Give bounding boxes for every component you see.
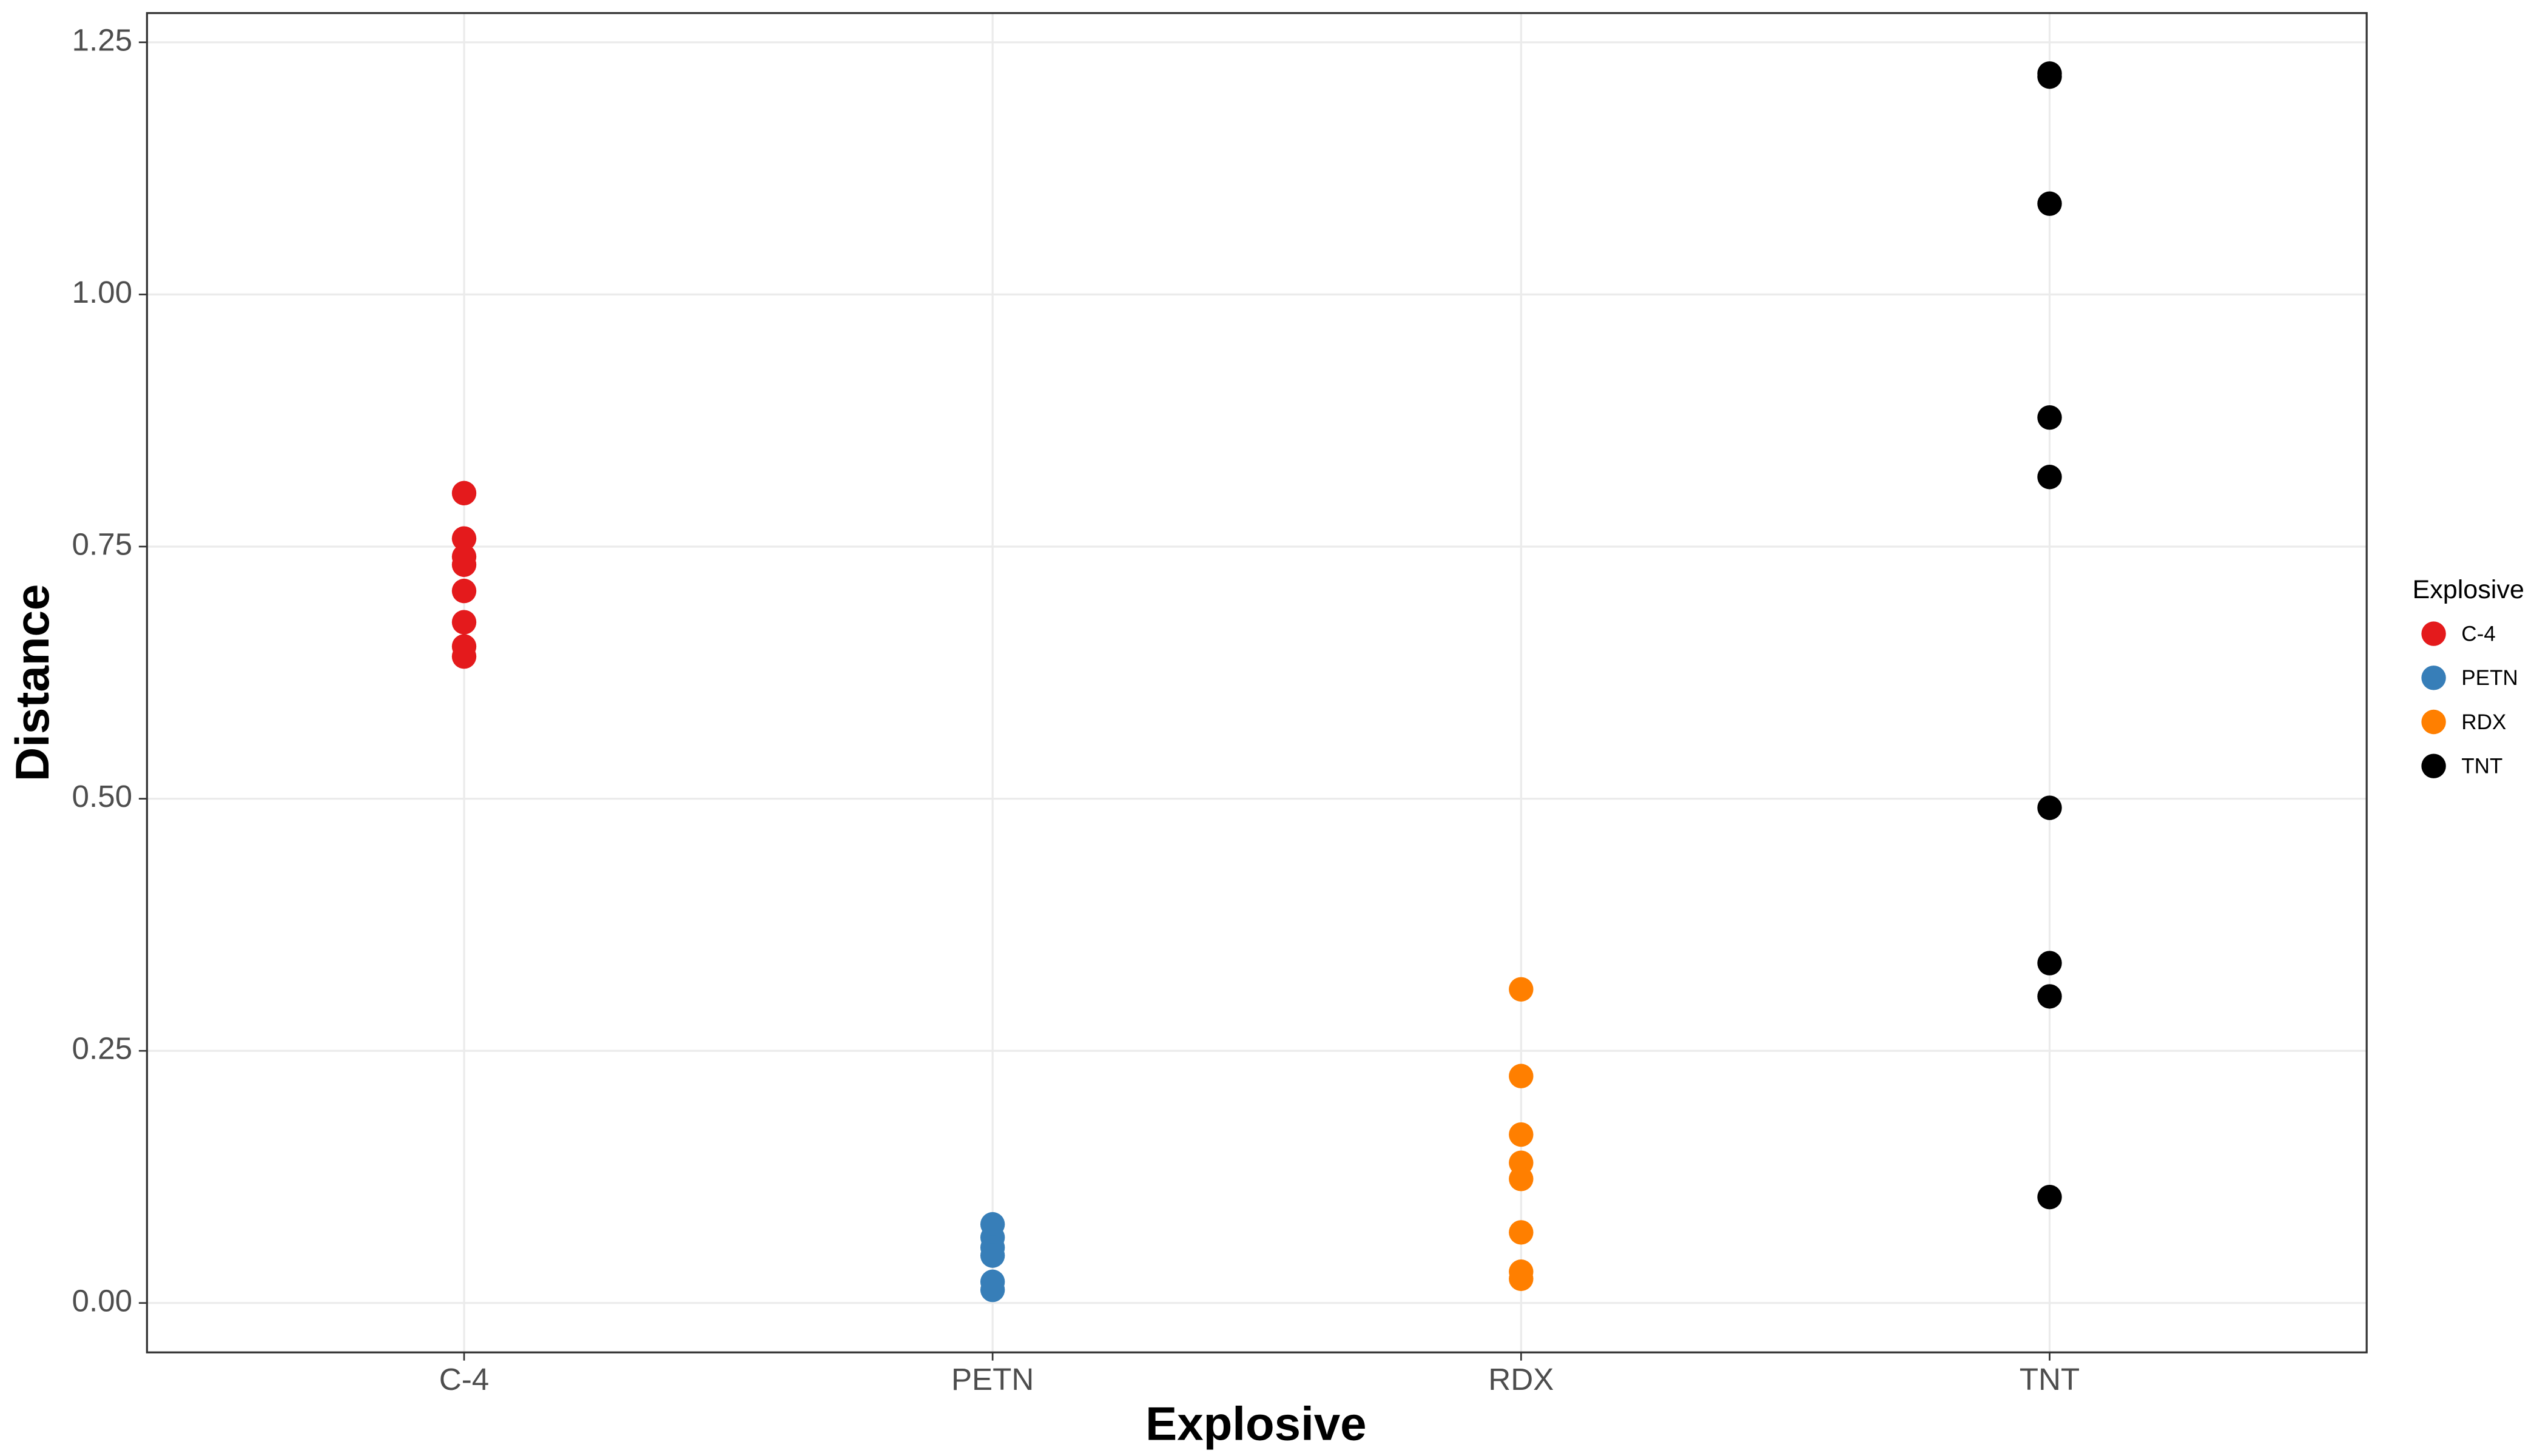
legend-label: PETN bbox=[2461, 666, 2518, 690]
point bbox=[2037, 951, 2062, 976]
point bbox=[451, 526, 477, 551]
y-tick-label: 0.25 bbox=[72, 1031, 133, 1066]
plot-border bbox=[146, 12, 2368, 1353]
x-tick-label: RDX bbox=[1488, 1362, 1554, 1397]
point bbox=[1509, 1063, 1534, 1088]
y-axis-title: Distance bbox=[5, 584, 59, 781]
point bbox=[1509, 1167, 1534, 1191]
y-tick-label: 0.50 bbox=[72, 779, 133, 814]
legend-label: RDX bbox=[2461, 710, 2506, 734]
legend-swatch bbox=[2421, 709, 2446, 735]
point bbox=[1509, 977, 1534, 1002]
point bbox=[2037, 405, 2062, 430]
y-tick-label: 0.00 bbox=[72, 1283, 133, 1318]
point bbox=[1509, 1122, 1534, 1147]
point bbox=[2037, 795, 2062, 820]
point bbox=[451, 578, 477, 604]
y-tick-label: 1.00 bbox=[72, 275, 133, 309]
x-tick-label: PETN bbox=[951, 1362, 1034, 1397]
point bbox=[2037, 465, 2062, 490]
legend-label: C-4 bbox=[2461, 622, 2495, 646]
y-tick-label: 0.75 bbox=[72, 527, 133, 561]
legend-swatch bbox=[2421, 666, 2446, 690]
point bbox=[451, 610, 477, 635]
point bbox=[2037, 191, 2062, 216]
point bbox=[980, 1243, 1005, 1268]
point bbox=[2037, 1185, 2062, 1210]
x-tick-label: TNT bbox=[2020, 1362, 2080, 1397]
x-tick-label: C-4 bbox=[439, 1362, 489, 1397]
legend-title: Explosive bbox=[2413, 575, 2524, 604]
point bbox=[1509, 1266, 1534, 1292]
point bbox=[451, 480, 477, 506]
point bbox=[1509, 1220, 1534, 1245]
point bbox=[2037, 984, 2062, 1009]
legend-label: TNT bbox=[2461, 755, 2502, 778]
y-tick-label: 1.25 bbox=[72, 22, 133, 57]
point bbox=[451, 644, 477, 669]
point bbox=[2037, 64, 2062, 89]
legend-swatch bbox=[2421, 753, 2446, 778]
point bbox=[980, 1277, 1005, 1303]
point bbox=[451, 552, 477, 578]
x-axis-title: Explosive bbox=[1145, 1397, 1366, 1451]
legend-swatch bbox=[2421, 621, 2446, 646]
